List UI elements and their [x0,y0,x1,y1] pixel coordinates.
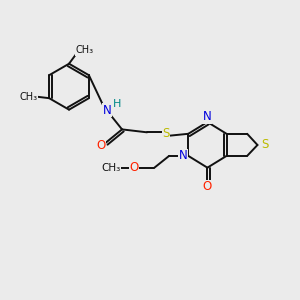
Text: CH₃: CH₃ [76,45,94,55]
Text: N: N [178,149,188,162]
Text: N: N [103,104,112,117]
Text: S: S [261,139,268,152]
Text: H: H [113,99,122,109]
Text: O: O [129,161,138,174]
Text: S: S [163,127,170,140]
Text: O: O [203,180,212,193]
Text: N: N [203,110,212,123]
Text: O: O [96,139,105,152]
Text: CH₃: CH₃ [20,92,38,102]
Text: CH₃: CH₃ [101,163,121,173]
